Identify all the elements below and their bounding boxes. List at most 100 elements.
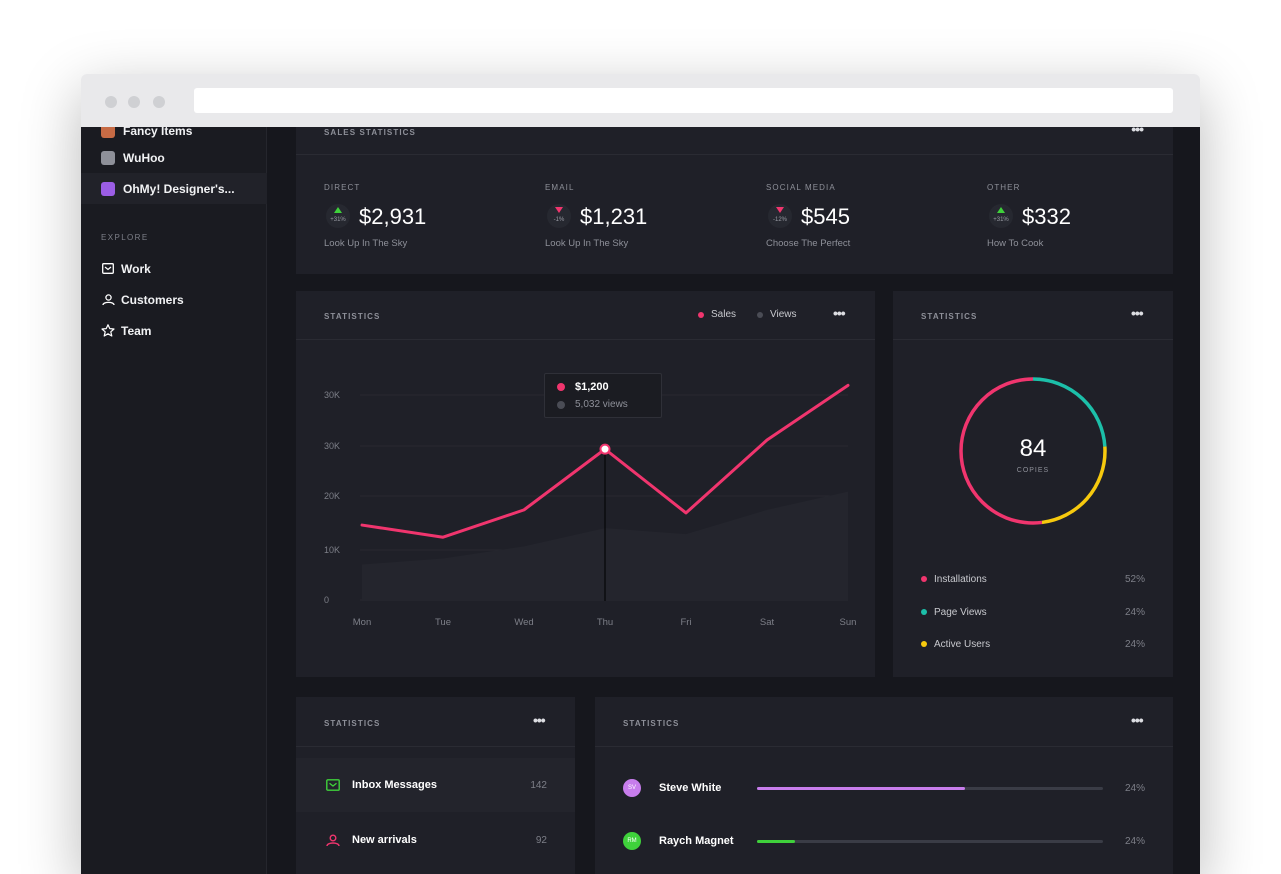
browser-toolbar (81, 74, 1200, 127)
list-item-count: 142 (530, 779, 547, 791)
progress-track (757, 839, 1103, 843)
trend-up-icon: +31% (326, 204, 350, 228)
person-row[interactable]: RM Raych Magnet 24% (623, 831, 1145, 851)
person-name: Raych Magnet (659, 835, 734, 847)
window-dot-maximize[interactable] (153, 96, 165, 108)
project-logo-icon (101, 150, 115, 165)
sidebar-item-project-3[interactable]: OhMy! Designer's... (81, 173, 267, 204)
legend-views[interactable]: Views (757, 309, 797, 320)
sidebar-item-project-2[interactable]: WuHoo (81, 142, 267, 173)
legend-label: Sales (711, 309, 737, 320)
sidebar-item-label: WuHoo (123, 150, 165, 165)
stat-label: DIRECT (324, 183, 361, 192)
list-item-new-arrivals[interactable]: New arrivals 92 (296, 813, 575, 867)
window-dot-minimize[interactable] (128, 96, 140, 108)
legend-pct: 24% (1124, 606, 1145, 618)
x-tick-label: Wed (514, 617, 533, 628)
explore-heading: EXPLORE (101, 233, 149, 242)
stat-value: $2,931 (359, 204, 427, 229)
donut-center-label: COPIES (1016, 467, 1050, 474)
tooltip-views: 5,032 views (575, 399, 628, 410)
browser-window: Fancy Items WuHoo OhMy! Designer's... EX… (81, 74, 1200, 874)
sidebar-item-project-1[interactable]: Fancy Items (81, 127, 267, 146)
window-dot-close[interactable] (105, 96, 117, 108)
more-options-button[interactable]: ••• (533, 712, 546, 728)
card-title: STATISTICS (623, 719, 680, 728)
stat-change: -1% (553, 217, 565, 223)
sidebar-item-team[interactable]: Team (81, 315, 267, 346)
project-logo-icon (101, 181, 115, 196)
y-tick-label: 30K (324, 390, 340, 400)
more-options-button[interactable]: ••• (1131, 305, 1144, 321)
list-item-inbox[interactable]: Inbox Messages 142 (296, 758, 575, 812)
trend-up-icon: +31% (989, 204, 1013, 228)
stat-subtitle: Look Up In The Sky (324, 238, 408, 249)
stat-change: +31% (993, 217, 1009, 223)
donut-chart (959, 377, 1107, 525)
progress-fill (757, 786, 965, 790)
sidebar-item-label: Fancy Items (123, 127, 193, 138)
legend-dot (757, 311, 763, 318)
card-divider (296, 339, 875, 340)
line-chart-card: STATISTICS Sales Views ••• 30K 30K 20K 10K 0… (296, 291, 875, 677)
stat-subtitle: Look Up In The Sky (545, 238, 629, 249)
y-tick-label: 0 (324, 595, 329, 605)
sidebar-item-label: OhMy! Designer's... (123, 181, 235, 196)
chart-tooltip: $1,200 5,032 views (544, 373, 662, 418)
sidebar-item-label: Team (121, 323, 152, 338)
person-pct: 24% (1124, 835, 1145, 847)
sidebar: Fancy Items WuHoo OhMy! Designer's... EX… (81, 127, 267, 874)
stat-change: -12% (772, 217, 787, 223)
card-title: STATISTICS (324, 312, 381, 321)
y-tick-label: 30K (324, 441, 340, 451)
inbox-icon (101, 262, 115, 276)
line-chart: 30K 30K 20K 10K 0 Mon Tue Wed Thu Fri Sat Sun (324, 383, 856, 628)
tooltip-sales-dot (557, 383, 565, 391)
donut-legend-page-views: Page Views 24% (921, 605, 1145, 619)
stat-value: $1,231 (580, 204, 648, 229)
tooltip-views-dot (557, 400, 565, 409)
y-tick-label: 10K (324, 545, 340, 555)
sidebar-item-work[interactable]: Work (81, 253, 267, 284)
legend-dot (921, 609, 927, 615)
list-item-label: Inbox Messages (352, 779, 437, 791)
legend-label: Views (770, 309, 797, 320)
x-tick-label: Mon (353, 617, 371, 628)
legend-dot (698, 311, 704, 318)
legend-dot (921, 576, 927, 582)
sidebar-item-label: Customers (121, 292, 184, 307)
donut-legend-active-users: Active Users 24% (921, 637, 1145, 651)
x-tick-label: Sat (760, 617, 775, 628)
legend-label: Installations (934, 573, 987, 585)
donut-segment-active-users (959, 377, 1107, 525)
users-icon (101, 293, 115, 307)
legend-dot (921, 641, 927, 647)
donut-legend-installations: Installations 52% (921, 572, 1145, 586)
person-pct: 24% (1124, 782, 1145, 794)
sales-statistics-card: SALES STATISTICS ••• DIRECT +31% $2,931 … (296, 127, 1173, 274)
legend-pct: 24% (1124, 638, 1145, 650)
legend-label: Page Views (934, 606, 987, 618)
more-options-button[interactable]: ••• (833, 305, 846, 321)
card-title: SALES STATISTICS (324, 128, 416, 137)
inbox-icon (326, 779, 340, 791)
progress-track (757, 786, 1103, 790)
address-bar[interactable] (194, 88, 1173, 113)
list-card: STATISTICS ••• Inbox Messages 142 New ar… (296, 697, 575, 874)
legend-pct: 52% (1124, 573, 1145, 585)
stat-value: $332 (1022, 204, 1071, 229)
sidebar-item-customers[interactable]: Customers (81, 284, 267, 315)
x-tick-label: Tue (435, 617, 451, 628)
legend-label: Active Users (934, 638, 991, 650)
more-options-button[interactable]: ••• (1131, 712, 1144, 728)
stat-value: $545 (801, 204, 850, 229)
card-divider (595, 746, 1173, 747)
x-tick-label: Fri (680, 617, 691, 628)
person-row[interactable]: SV Steve White 24% (623, 778, 1145, 798)
more-options-button[interactable]: ••• (1131, 127, 1144, 137)
person-name: Steve White (659, 782, 722, 794)
users-icon (326, 834, 340, 847)
card-divider (296, 746, 575, 747)
stat-label: OTHER (987, 183, 1021, 192)
legend-sales[interactable]: Sales (698, 309, 736, 320)
